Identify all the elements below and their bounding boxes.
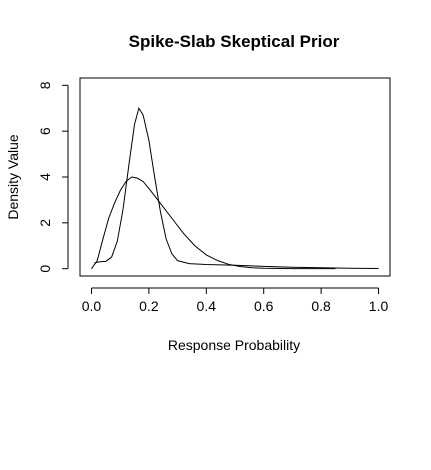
chart-title: Spike-Slab Skeptical Prior [129,32,340,51]
series-line-2 [94,107,379,269]
x-tick-label: 0.6 [254,298,274,314]
x-axis-label: Response Probability [168,337,300,353]
series-layer [91,107,379,270]
y-tick-label: 4 [37,173,53,181]
x-tick-label: 0.4 [197,298,217,314]
series-line-1 [91,176,336,270]
y-tick-label: 6 [37,127,53,135]
plot-frame [79,77,391,277]
y-axis-label: Density Value [5,134,21,220]
x-tick-label: 0.8 [311,298,331,314]
y-axis: 0 2 4 6 8 [37,81,69,273]
x-tick-label: 1.0 [369,298,389,314]
x-tick-label: 0.2 [139,298,159,314]
y-tick-label: 2 [37,219,53,227]
x-axis: 0.0 0.2 0.4 0.6 0.8 1.0 [82,287,389,314]
y-tick-label: 0 [37,265,53,273]
x-tick-label: 0.0 [82,298,102,314]
y-tick-label: 8 [37,81,53,89]
